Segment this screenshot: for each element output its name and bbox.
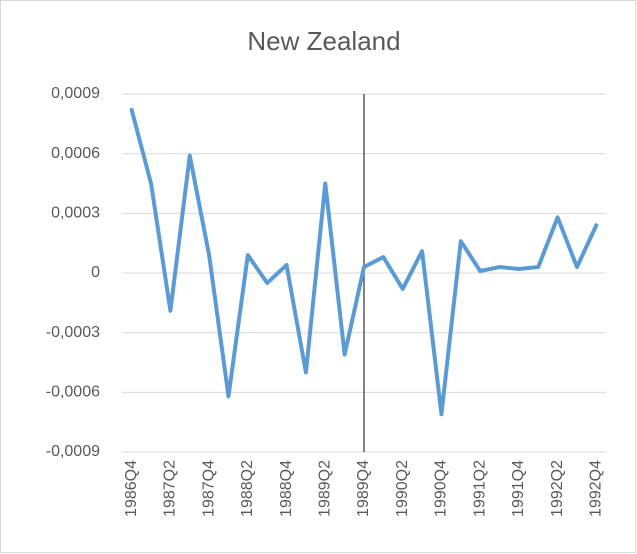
line-series [129,107,599,417]
x-tick-label: 1989Q4 [355,460,372,517]
x-tick-label: 1991Q4 [510,460,527,517]
x-tick-label: 1989Q2 [316,460,333,517]
x-tick-label: 1987Q2 [162,460,179,517]
x-tick-label: 1992Q4 [588,460,605,517]
x-tick-label: 1990Q4 [433,460,450,517]
x-tick-label: 1991Q2 [471,460,488,517]
y-tick-label: 0,0003 [51,205,100,222]
x-tick-label: 1988Q2 [239,460,256,517]
y-tick-label: 0 [91,264,100,281]
y-tick-label: 0,0006 [51,145,100,162]
x-tick-label: 1987Q4 [200,460,217,517]
x-tick-label: 1986Q4 [123,460,140,517]
x-tick-label: 1992Q2 [549,460,566,517]
y-tick-label: -0,0006 [46,384,100,401]
y-tick-label: -0,0009 [46,443,100,460]
x-tick-label: 1988Q4 [278,460,295,517]
chart-title: New Zealand [247,26,400,56]
y-tick-label: -0,0003 [46,324,100,341]
y-tick-label: 0,0009 [51,85,100,102]
x-tick-label: 1990Q2 [394,460,411,517]
